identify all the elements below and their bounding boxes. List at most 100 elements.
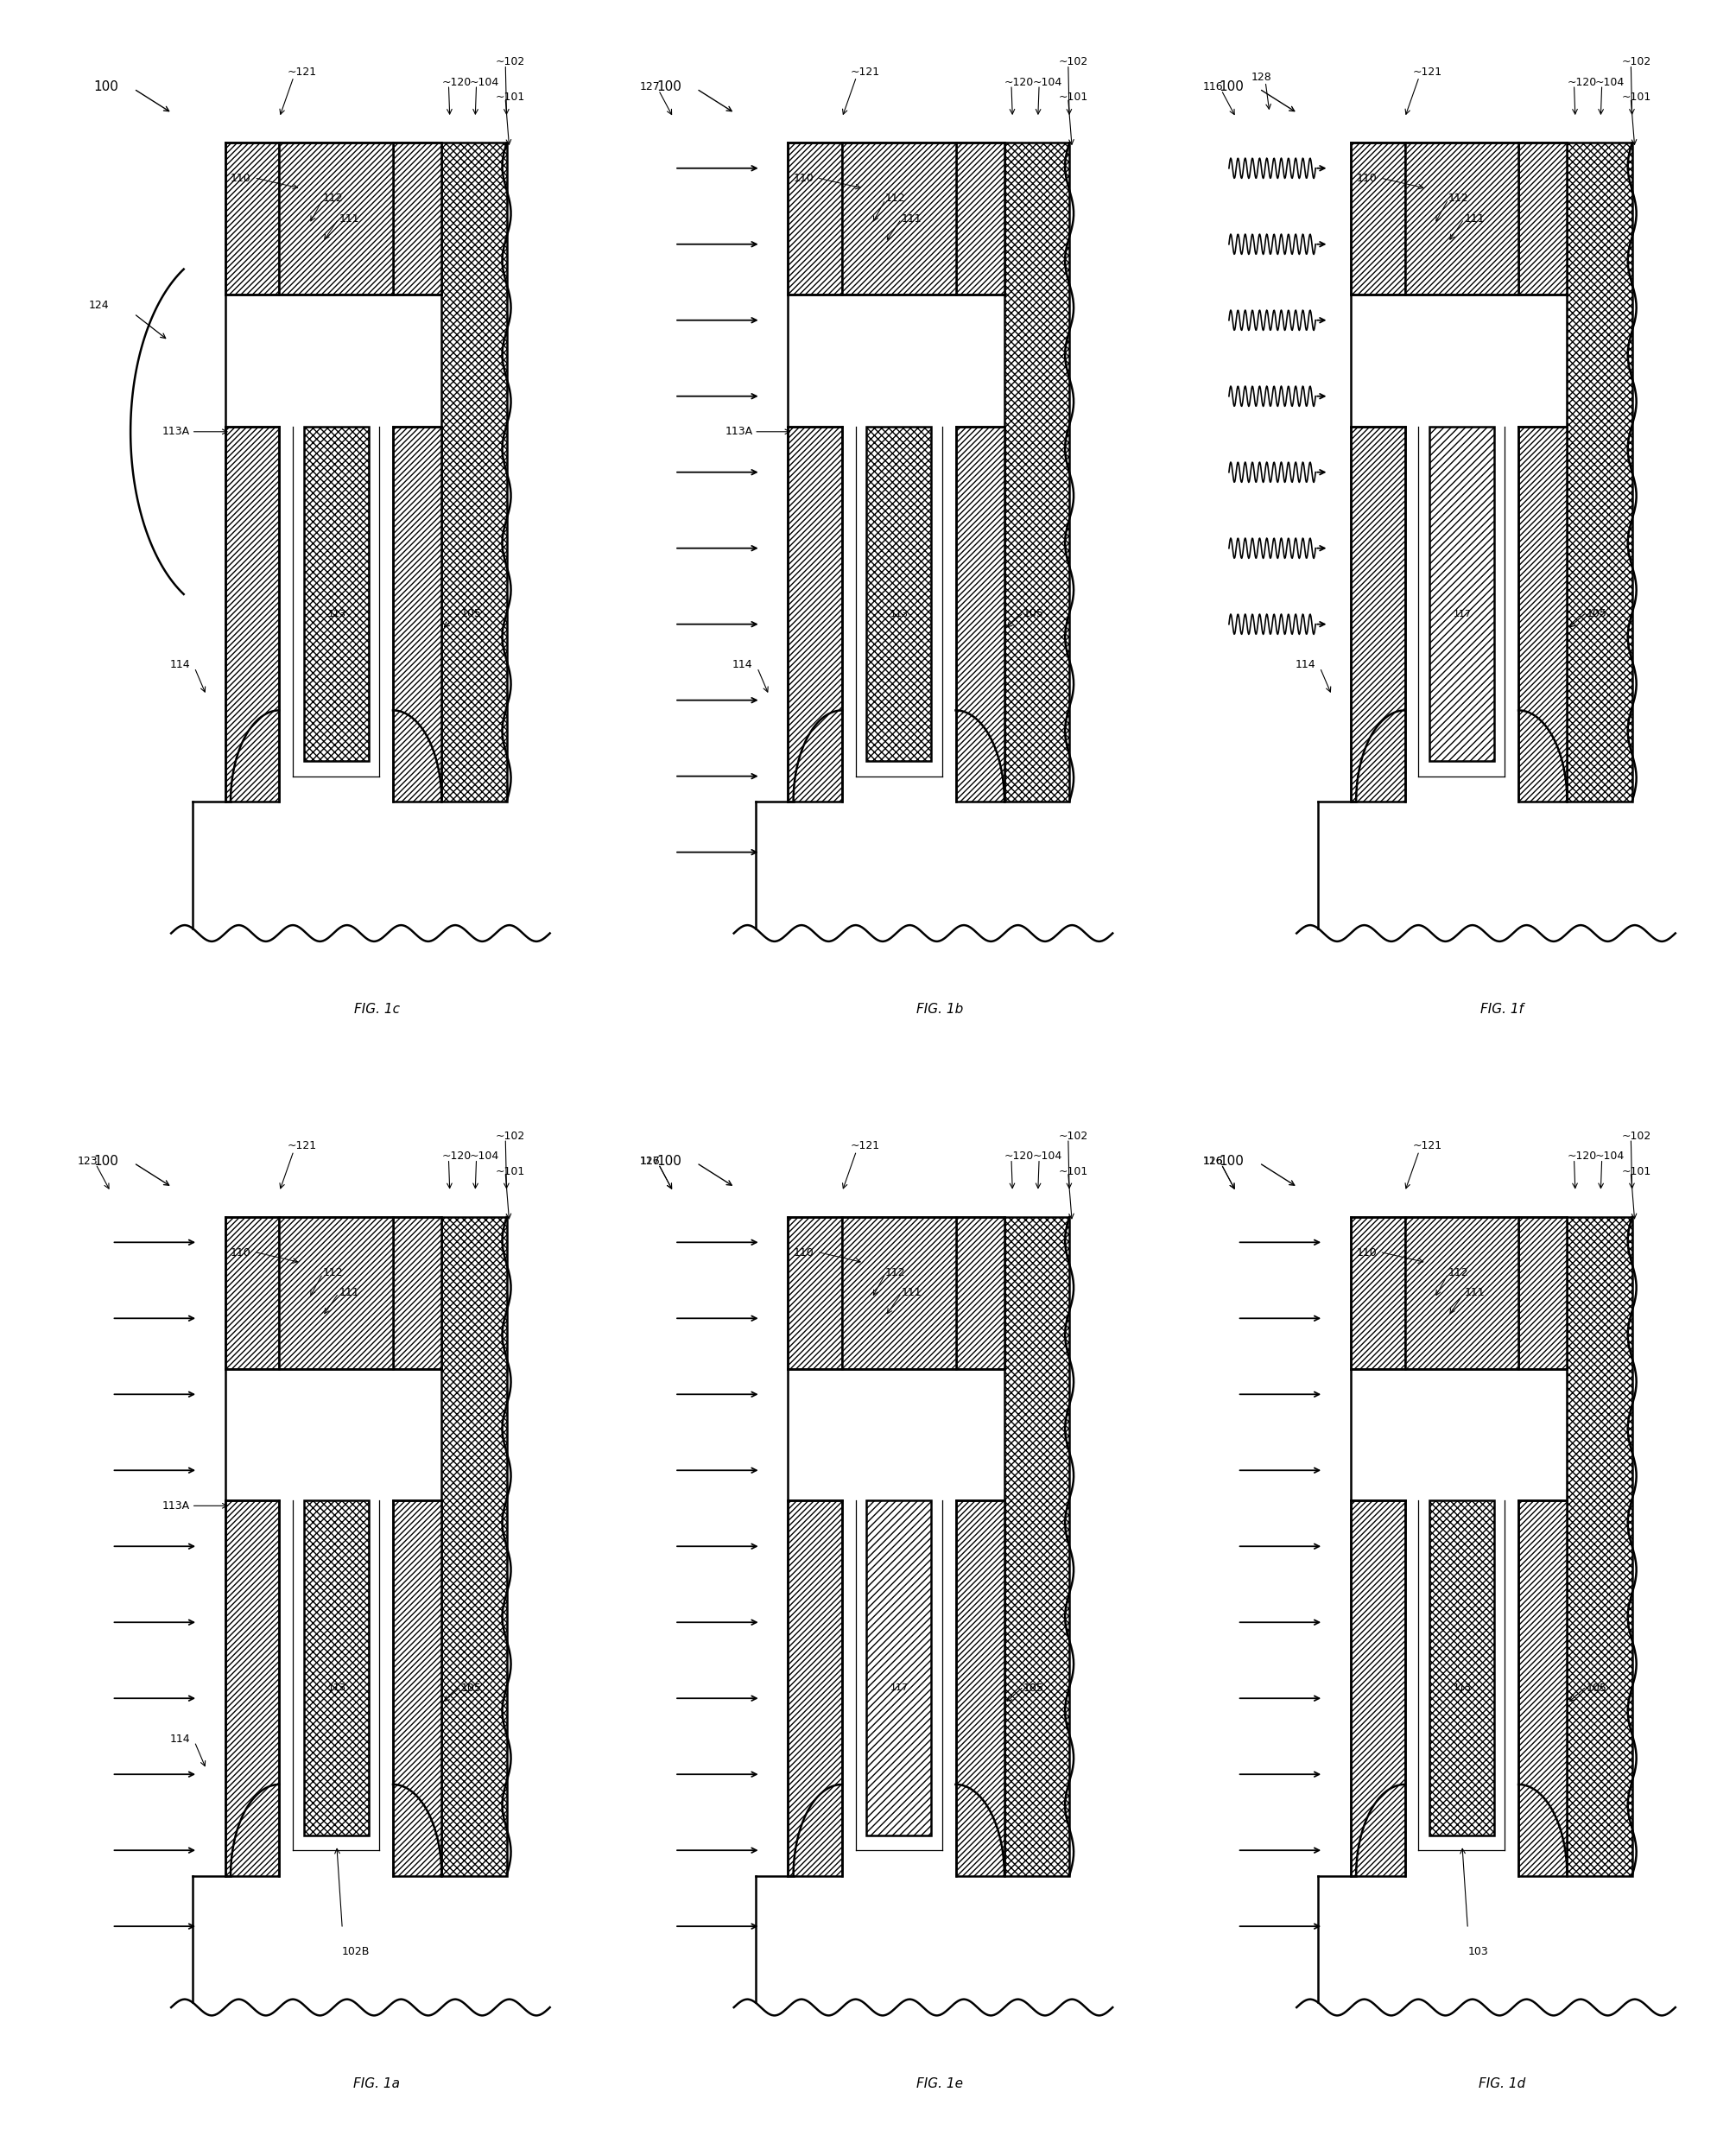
Text: ~101: ~101 [1059,92,1088,102]
Text: FIG. 1e: FIG. 1e [917,2077,963,2090]
Text: 114: 114 [1295,658,1316,671]
Text: ~120: ~120 [1568,1150,1597,1161]
Text: ~121: ~121 [851,66,880,77]
Bar [441,143,507,801]
Text: 113A: 113A [726,426,753,437]
Text: 102B: 102B [342,1947,370,1957]
Text: 113: 113 [328,1685,345,1693]
Text: ~121: ~121 [1413,66,1443,77]
Text: ~121: ~121 [288,66,318,77]
Text: 105: 105 [1023,609,1043,620]
Bar [788,1216,842,1370]
Text: ~101: ~101 [496,92,526,102]
Text: ~121: ~121 [288,1140,318,1152]
Bar [1568,1216,1632,1877]
Bar [1404,143,1519,294]
Text: 114: 114 [170,658,189,671]
Text: ~120: ~120 [1005,77,1035,87]
Text: 127: 127 [641,81,660,94]
Text: ~102: ~102 [1059,1131,1088,1142]
Text: 100: 100 [1219,1154,1245,1167]
Bar [788,426,842,801]
Text: 112: 112 [1448,194,1469,204]
Text: FIG. 1d: FIG. 1d [1479,2077,1526,2090]
Text: 116: 116 [1203,81,1222,94]
Bar [392,426,441,801]
Text: 110: 110 [1356,1246,1377,1259]
Text: 113A: 113A [161,1500,189,1512]
Bar [226,1216,279,1370]
Bar [1519,143,1568,294]
Text: 113: 113 [891,609,908,618]
Text: ~101: ~101 [1621,92,1651,102]
Text: FIG. 1a: FIG. 1a [354,2077,399,2090]
Text: 100: 100 [656,81,682,94]
Text: 100: 100 [1219,81,1245,94]
Text: 112: 112 [323,1267,344,1278]
Text: 113: 113 [328,609,345,618]
Text: 110: 110 [231,173,252,183]
Text: FIG. 1c: FIG. 1c [354,1003,399,1016]
Text: ~104: ~104 [1595,77,1625,87]
Text: ~104: ~104 [470,77,500,87]
Text: 117: 117 [1453,609,1472,618]
Bar [392,143,441,294]
Text: 113A: 113A [161,426,189,437]
Text: 114: 114 [733,658,753,671]
Bar [279,143,392,294]
Text: 110: 110 [1356,173,1377,183]
Text: 114: 114 [170,1734,189,1744]
Bar [1005,143,1069,801]
Text: 117: 117 [891,1685,908,1693]
Bar [226,1502,279,1877]
Bar [842,143,957,294]
Bar [788,143,842,294]
Bar [788,1502,842,1877]
Text: FIG. 1f: FIG. 1f [1481,1003,1524,1016]
Text: 112: 112 [1448,1267,1469,1278]
Text: 111: 111 [339,1287,359,1299]
Text: 110: 110 [793,173,814,183]
Text: 127: 127 [641,1157,660,1167]
Text: ~101: ~101 [496,1165,526,1178]
Text: 111: 111 [1465,1287,1484,1299]
Bar [392,1216,441,1370]
Bar [1351,426,1404,801]
Text: ~102: ~102 [1059,55,1088,68]
Text: ~102: ~102 [1621,55,1651,68]
Bar [441,1216,507,1877]
Text: 100: 100 [94,1154,118,1167]
Bar [1351,1216,1404,1370]
Bar [957,143,1005,294]
Text: ~120: ~120 [441,77,470,87]
Text: 124: 124 [89,300,109,311]
Text: ~104: ~104 [1595,1150,1625,1161]
Text: 105: 105 [1587,609,1608,620]
Text: 111: 111 [901,1287,922,1299]
Bar [1568,143,1632,801]
Bar [1519,426,1568,801]
Bar [226,426,279,801]
Text: 113: 113 [1453,1685,1470,1693]
Text: 112: 112 [323,194,344,204]
Text: 103: 103 [1467,1947,1488,1957]
Bar [1429,1502,1495,1836]
Text: 126: 126 [1203,1157,1222,1167]
Text: ~104: ~104 [1033,1150,1062,1161]
Text: ~102: ~102 [1621,1131,1651,1142]
Bar [1351,143,1404,294]
Text: ~120: ~120 [441,1150,470,1161]
Bar [1005,1216,1069,1877]
Text: 105: 105 [1023,1683,1043,1693]
Text: ~121: ~121 [1413,1140,1443,1152]
Text: ~120: ~120 [1005,1150,1035,1161]
Text: ~101: ~101 [1059,1165,1088,1178]
Text: 105: 105 [1587,1683,1608,1693]
Text: 111: 111 [901,213,922,224]
Bar [226,143,279,294]
Bar [304,1502,368,1836]
Bar [304,426,368,760]
Bar [957,426,1005,801]
Text: 100: 100 [656,1154,682,1167]
Bar [1429,426,1495,760]
